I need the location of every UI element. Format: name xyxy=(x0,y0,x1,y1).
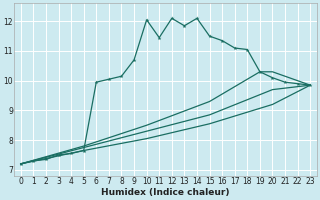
X-axis label: Humidex (Indice chaleur): Humidex (Indice chaleur) xyxy=(101,188,230,197)
